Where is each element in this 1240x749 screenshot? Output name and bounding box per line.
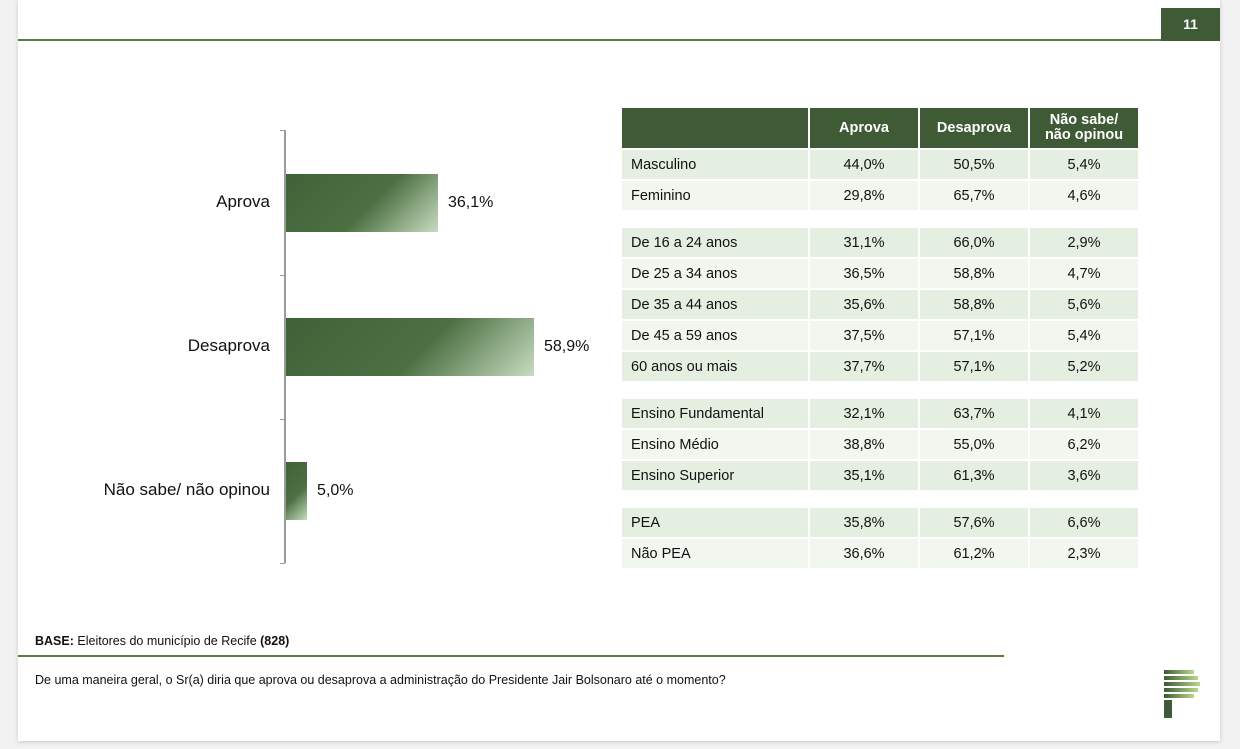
- bar-2: [286, 462, 308, 520]
- table-cell: 63,7%: [920, 399, 1028, 428]
- table-cell: 57,6%: [920, 508, 1028, 537]
- table-cell: 37,5%: [810, 321, 918, 350]
- table-row: De 35 a 44 anos 35,6% 58,8% 5,6%: [622, 290, 1138, 319]
- brand-logo-icon: [1164, 670, 1200, 718]
- table-cell: 61,2%: [920, 539, 1028, 568]
- row-label: Masculino: [622, 150, 808, 179]
- table-cell: 35,8%: [810, 508, 918, 537]
- chart-axis: [284, 130, 286, 563]
- table-row: Feminino 29,8% 65,7% 4,6%: [622, 181, 1138, 210]
- table-group-gap: [622, 212, 1138, 226]
- table-header-desaprova: Desaprova: [920, 108, 1028, 148]
- bar-chart: Aprova 36,1% Desaprova 58,9% Não sabe/ não o…: [18, 0, 618, 600]
- row-label: Não PEA: [622, 539, 808, 568]
- table-row: Ensino Superior 35,1% 61,3% 3,6%: [622, 461, 1138, 490]
- bar-0: [286, 174, 438, 232]
- table-cell: 57,1%: [920, 352, 1028, 381]
- gap-cell: [622, 383, 1138, 397]
- table-cell: 6,2%: [1030, 430, 1138, 459]
- table-group-gap: [622, 492, 1138, 506]
- base-label: BASE:: [35, 634, 74, 648]
- value-label: 36,1%: [448, 194, 494, 211]
- base-count: (828): [260, 634, 290, 648]
- table-cell: 29,8%: [810, 181, 918, 210]
- row-label: Ensino Fundamental: [622, 399, 808, 428]
- row-label: Feminino: [622, 181, 808, 210]
- table-cell: 35,1%: [810, 461, 918, 490]
- slide: 11 Aprova 36,1% Desaprova 58,9% Não sabe/ nã…: [18, 0, 1220, 741]
- table-cell: 5,4%: [1030, 150, 1138, 179]
- table-cell: 58,8%: [920, 290, 1028, 319]
- table-row: Ensino Fundamental 32,1% 63,7% 4,1%: [622, 399, 1138, 428]
- table-row: De 25 a 34 anos 36,5% 58,8% 4,7%: [622, 259, 1138, 288]
- table-row: De 16 a 24 anos 31,1% 66,0% 2,9%: [622, 228, 1138, 257]
- table-header-row: Aprova Desaprova Não sabe/não opinou: [622, 108, 1138, 148]
- category-label: Não sabe/ não opinou: [103, 480, 270, 499]
- table-row: Não PEA 36,6% 61,2% 2,3%: [622, 539, 1138, 568]
- bar-1: [286, 318, 534, 376]
- survey-question: De uma maneira geral, o Sr(a) diria que …: [35, 673, 726, 687]
- table-cell: 6,6%: [1030, 508, 1138, 537]
- value-label: 58,9%: [544, 338, 590, 355]
- table-cell: 38,8%: [810, 430, 918, 459]
- gap-cell: [622, 492, 1138, 506]
- table-cell: 5,2%: [1030, 352, 1138, 381]
- table-cell: 65,7%: [920, 181, 1028, 210]
- footer-divider: [18, 655, 1004, 657]
- table-cell: 2,3%: [1030, 539, 1138, 568]
- row-label: De 25 a 34 anos: [622, 259, 808, 288]
- axis-tick: [280, 275, 285, 276]
- table-cell: 2,9%: [1030, 228, 1138, 257]
- row-label: De 35 a 44 anos: [622, 290, 808, 319]
- row-label: PEA: [622, 508, 808, 537]
- axis-tick: [280, 419, 285, 420]
- table-cell: 58,8%: [920, 259, 1028, 288]
- category-label: Desaprova: [187, 336, 270, 355]
- gap-cell: [622, 212, 1138, 226]
- table-cell: 44,0%: [810, 150, 918, 179]
- table-cell: 4,1%: [1030, 399, 1138, 428]
- table-cell: 57,1%: [920, 321, 1028, 350]
- axis-tick: [280, 563, 285, 564]
- table-header-aprova: Aprova: [810, 108, 918, 148]
- table-cell: 31,1%: [810, 228, 918, 257]
- table-cell: 3,6%: [1030, 461, 1138, 490]
- table-cell: 36,6%: [810, 539, 918, 568]
- table-row: PEA 35,8% 57,6% 6,6%: [622, 508, 1138, 537]
- table-cell: 4,6%: [1030, 181, 1138, 210]
- table-cell: 5,6%: [1030, 290, 1138, 319]
- table-cell: 4,7%: [1030, 259, 1138, 288]
- breakdown-table: Aprova Desaprova Não sabe/não opinou Mas…: [620, 106, 1140, 570]
- table-cell: 50,5%: [920, 150, 1028, 179]
- table-cell: 61,3%: [920, 461, 1028, 490]
- table-header-blank: [622, 108, 808, 148]
- table-cell: 55,0%: [920, 430, 1028, 459]
- table-cell: 37,7%: [810, 352, 918, 381]
- table-row: 60 anos ou mais 37,7% 57,1% 5,2%: [622, 352, 1138, 381]
- table-cell: 5,4%: [1030, 321, 1138, 350]
- category-label: Aprova: [216, 192, 270, 211]
- table-header-nao-sabe: Não sabe/não opinou: [1030, 108, 1138, 148]
- axis-tick: [280, 130, 285, 131]
- row-label: De 16 a 24 anos: [622, 228, 808, 257]
- row-label: 60 anos ou mais: [622, 352, 808, 381]
- table-group-gap: [622, 383, 1138, 397]
- table-cell: 36,5%: [810, 259, 918, 288]
- row-label: Ensino Médio: [622, 430, 808, 459]
- table-cell: 32,1%: [810, 399, 918, 428]
- table-cell: 35,6%: [810, 290, 918, 319]
- header-divider: [18, 39, 1220, 41]
- table-cell: 66,0%: [920, 228, 1028, 257]
- base-text: Eleitores do município de Recife: [73, 634, 261, 648]
- table-row: Ensino Médio 38,8% 55,0% 6,2%: [622, 430, 1138, 459]
- value-label: 5,0%: [317, 482, 354, 499]
- table-row: De 45 a 59 anos 37,5% 57,1% 5,4%: [622, 321, 1138, 350]
- table-row: Masculino 44,0% 50,5% 5,4%: [622, 150, 1138, 179]
- row-label: De 45 a 59 anos: [622, 321, 808, 350]
- base-note: BASE: Eleitores do município de Recife (…: [35, 634, 289, 648]
- row-label: Ensino Superior: [622, 461, 808, 490]
- page-number: 11: [1161, 8, 1220, 41]
